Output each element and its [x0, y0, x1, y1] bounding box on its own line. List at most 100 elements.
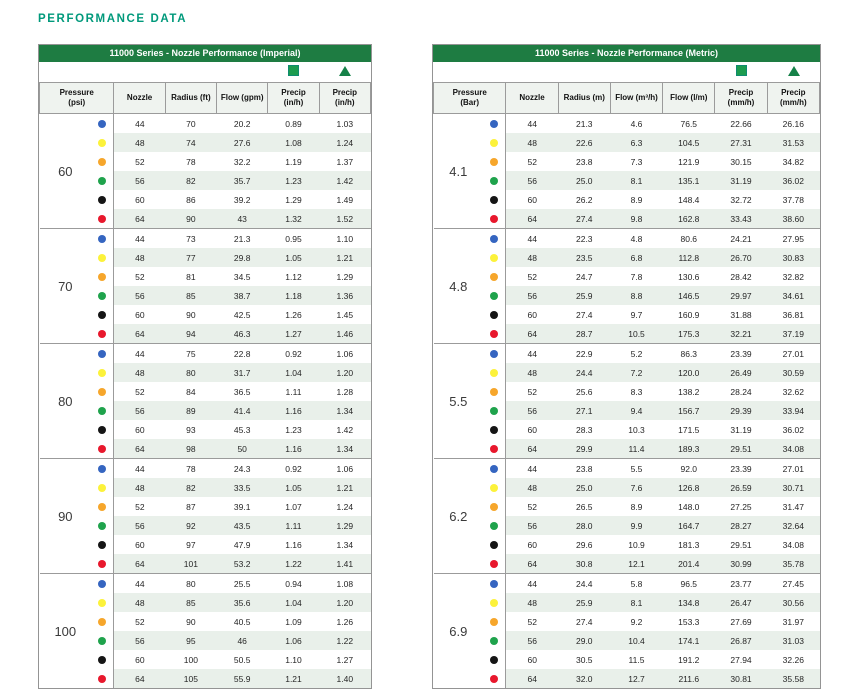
- table-row: 48 22.6 6.3 104.5 27.31 31.53: [434, 133, 820, 152]
- value-cell: 1.05: [267, 248, 320, 267]
- value-cell: 34.08: [782, 539, 804, 550]
- pressure-value: 6.2: [433, 458, 484, 574]
- nozzle-color-cell: [91, 171, 115, 190]
- nozzle-dot-icon: [98, 177, 107, 186]
- nozzle-color-cell: [483, 133, 507, 152]
- nozzle-dot-icon: [490, 445, 499, 454]
- square-icon: [735, 65, 747, 76]
- value-cell: 32.0: [558, 669, 611, 688]
- value-cell: 1.09: [285, 616, 302, 627]
- table-row: 70 44 73 21.3 0.95 1.10: [39, 228, 371, 344]
- nozzle-dot-icon: [490, 599, 499, 608]
- value-cell: 94: [165, 324, 217, 344]
- nozzle-cell: 60: [135, 424, 145, 435]
- value-cell: 1.23: [285, 424, 302, 435]
- header-row: Pressure (psi) Nozzle Radius (ft) Flow (…: [38, 82, 372, 114]
- nozzle-dot-icon: [490, 407, 499, 416]
- table-row: 64 28.7 10.5 175.3 32.21 37.19: [434, 324, 820, 344]
- value-cell: 26.2: [575, 194, 593, 205]
- value-cell: 23.5: [558, 248, 611, 267]
- value-cell: 31.03: [767, 631, 820, 650]
- nozzle-dot-icon: [98, 465, 107, 474]
- tables-container: 11000 Series - Nozzle Performance (Imper…: [38, 44, 821, 689]
- table-row: 80 44 75 22.8 0.92 1.06: [39, 343, 371, 459]
- nozzle-dot-icon: [98, 445, 107, 454]
- value-cell: 112.8: [662, 248, 715, 267]
- value-cell: 73: [165, 228, 217, 248]
- value-cell: 164.7: [662, 516, 715, 535]
- table-row: 56 85 38.7 1.18 1.36: [40, 286, 371, 305]
- value-cell: 42.5: [233, 309, 251, 320]
- value-cell: 130.6: [678, 271, 700, 282]
- value-cell: 1.22: [319, 631, 371, 650]
- nozzle-cell: 60: [527, 309, 537, 320]
- value-cell: 160.9: [678, 309, 700, 320]
- value-cell: 1.42: [319, 171, 371, 190]
- value-cell: 26.16: [782, 118, 804, 129]
- nozzle-dot-icon: [490, 503, 499, 512]
- nozzle-color-cell: [91, 497, 115, 516]
- value-cell: 6.8: [610, 248, 663, 267]
- table-row: 90 44 78 24.3 0.92 1.06: [39, 458, 371, 574]
- table-row: 60 97 47.9 1.16 1.34: [40, 535, 371, 554]
- table-row: 64 105 55.9 1.21 1.40: [40, 669, 371, 688]
- imperial-performance-table: Pressure (psi) Nozzle Radius (ft) Flow (…: [38, 82, 372, 688]
- value-cell: 25.5: [216, 573, 268, 593]
- nozzle-cell: 44: [505, 573, 559, 593]
- nozzle-dot-icon: [98, 215, 107, 224]
- value-cell: 27.4: [575, 616, 593, 627]
- nozzle-color-cell: [91, 248, 115, 267]
- nozzle-cell: 60: [527, 654, 537, 665]
- nozzle-dot-icon: [98, 541, 107, 550]
- value-cell: 22.8: [216, 343, 268, 363]
- nozzle-color-cell: [91, 439, 115, 459]
- value-cell: 29.39: [714, 401, 768, 420]
- column-header-precip-triangle: Precip (mm/h): [766, 82, 821, 114]
- table-row: 5.5 44 22.9 5.2 86.3 23.39 27.01: [433, 343, 820, 459]
- value-cell: 174.1: [662, 631, 715, 650]
- nozzle-cell: 48: [113, 363, 166, 382]
- value-cell: 0.92: [267, 458, 320, 478]
- value-cell: 35.7: [216, 171, 268, 190]
- nozzle-dot-icon: [98, 350, 107, 359]
- table-row: 48 82 33.5 1.05 1.21: [40, 478, 371, 497]
- nozzle-color-cell: [483, 497, 507, 516]
- value-cell: 8.1: [610, 593, 663, 612]
- value-cell: 8.1: [610, 171, 663, 190]
- nozzle-dot-icon: [98, 599, 107, 608]
- value-cell: 1.11: [285, 386, 302, 397]
- nozzle-cell: 64: [113, 669, 166, 688]
- table-row: 52 27.4 9.2 153.3 27.69 31.97: [434, 612, 820, 631]
- value-cell: 46.3: [216, 324, 268, 344]
- value-cell: 29.51: [730, 539, 752, 550]
- value-cell: 24.21: [714, 228, 768, 248]
- table-row: 48 80 31.7 1.04 1.20: [40, 363, 371, 382]
- value-cell: 24.4: [558, 363, 611, 382]
- value-cell: 92: [165, 516, 217, 535]
- nozzle-cell: 64: [505, 439, 559, 459]
- value-cell: 27.31: [714, 133, 768, 152]
- table-row: 56 28.0 9.9 164.7 28.27 32.64: [434, 516, 820, 535]
- table-row: 52 78 32.2 1.19 1.37: [40, 152, 371, 171]
- nozzle-dot-icon: [490, 350, 499, 359]
- value-cell: 10.9: [628, 539, 645, 550]
- value-cell: 146.5: [662, 286, 715, 305]
- nozzle-cell: 44: [505, 458, 559, 478]
- value-cell: 89: [165, 401, 217, 420]
- value-cell: 31.88: [730, 309, 752, 320]
- nozzle-dot-icon: [98, 120, 107, 129]
- nozzle-color-cell: [91, 631, 115, 650]
- value-cell: 1.16: [267, 401, 320, 420]
- value-cell: 1.21: [267, 669, 320, 688]
- nozzle-cell: 48: [505, 363, 559, 382]
- nozzle-dot-icon: [98, 330, 107, 339]
- column-header-pressure: Pressure (Bar): [432, 82, 507, 114]
- nozzle-dot-icon: [98, 522, 107, 531]
- nozzle-dot-icon: [490, 158, 499, 167]
- table-row: 52 90 40.5 1.09 1.26: [40, 612, 371, 631]
- nozzle-color-cell: [483, 458, 507, 478]
- value-cell: 82: [165, 171, 217, 190]
- value-cell: 1.24: [319, 133, 371, 152]
- nozzle-dot-icon: [490, 311, 499, 320]
- column-header-pressure: Pressure (psi): [38, 82, 115, 114]
